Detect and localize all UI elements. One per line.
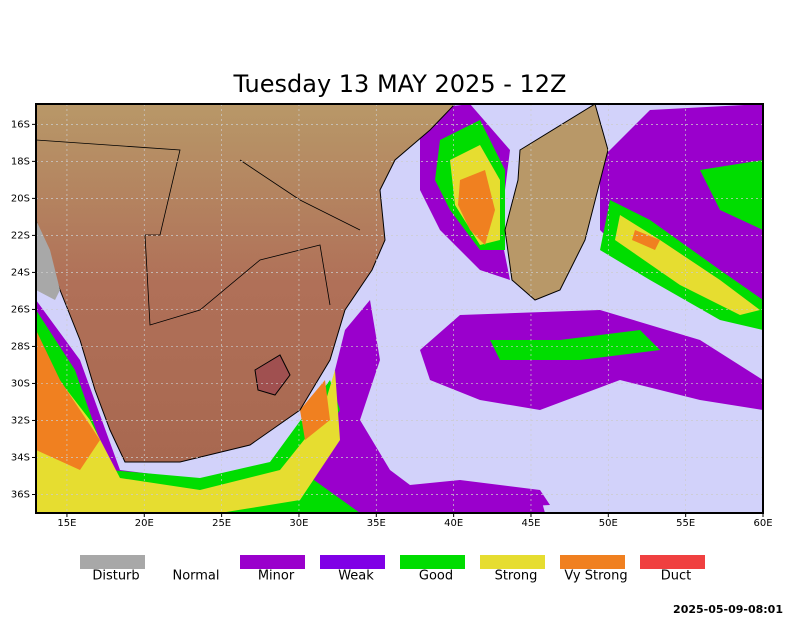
legend-label: Weak <box>338 569 374 584</box>
legend-swatch <box>320 555 385 569</box>
lon-tick-label: 45E <box>521 518 540 529</box>
borders <box>36 139 361 326</box>
lesotho <box>254 354 291 396</box>
lon-tick-label: 50E <box>599 518 618 529</box>
legend-label: Duct <box>661 569 692 584</box>
legend-swatch <box>400 555 465 569</box>
legend: Disturb Normal Minor Weak Good Strong Vy Stron… <box>80 555 705 584</box>
lat-tick-label: 20S <box>11 193 30 204</box>
lon-tick-label: 25E <box>212 518 231 529</box>
lon-tick-label: 55E <box>676 518 695 529</box>
map-frame <box>35 103 764 514</box>
legend-label: Disturb <box>92 569 139 584</box>
good-region <box>36 310 360 513</box>
legend-swatch <box>80 555 145 569</box>
grid <box>32 104 764 517</box>
lon-tick-label: 35E <box>367 518 386 529</box>
legend-swatch <box>560 555 625 569</box>
lat-tick-label: 36S <box>11 489 30 500</box>
legend-label: Minor <box>258 569 295 584</box>
lat-tick-label: 32S <box>11 415 30 426</box>
legend-swatch <box>240 555 305 569</box>
vy-strong-region <box>36 330 330 470</box>
lon-tick-label: 30E <box>289 518 308 529</box>
lon-tick-label: 15E <box>57 518 76 529</box>
lon-tick-label: 60E <box>753 518 772 529</box>
legend-swatch <box>640 555 705 569</box>
lat-tick-label: 24S <box>11 267 30 278</box>
timestamp: 2025-05-09-08:01 <box>673 603 783 616</box>
lat-tick-label: 28S <box>11 341 30 352</box>
legend-swatch <box>160 555 225 569</box>
good-region <box>490 330 660 360</box>
strong-region <box>36 350 340 513</box>
map-area <box>36 104 763 513</box>
legend-label: Normal <box>172 569 219 584</box>
vy-strong-region <box>632 230 660 250</box>
minor-region <box>420 310 763 410</box>
lat-tick-label: 18S <box>11 156 30 167</box>
vy-strong-region <box>458 170 495 245</box>
map-title: Tuesday 13 MAY 2025 - 12Z <box>233 70 567 98</box>
lon-tick-label: 20E <box>135 518 154 529</box>
legend-label: Good <box>419 569 453 584</box>
legend-label: Strong <box>495 569 538 584</box>
lat-tick-label: 34S <box>11 452 30 463</box>
legend-label: Vy Strong <box>564 569 627 584</box>
africa <box>36 104 456 463</box>
disturb-region <box>36 220 60 300</box>
lat-tick-label: 30S <box>11 378 30 389</box>
minor-region <box>360 480 550 510</box>
good-region <box>700 160 763 230</box>
lat-tick-label: 26S <box>11 304 30 315</box>
lon-tick-label: 40E <box>444 518 463 529</box>
lat-tick-label: 22S <box>11 230 30 241</box>
legend-swatch <box>480 555 545 569</box>
lat-tick-label: 16S <box>11 119 30 130</box>
